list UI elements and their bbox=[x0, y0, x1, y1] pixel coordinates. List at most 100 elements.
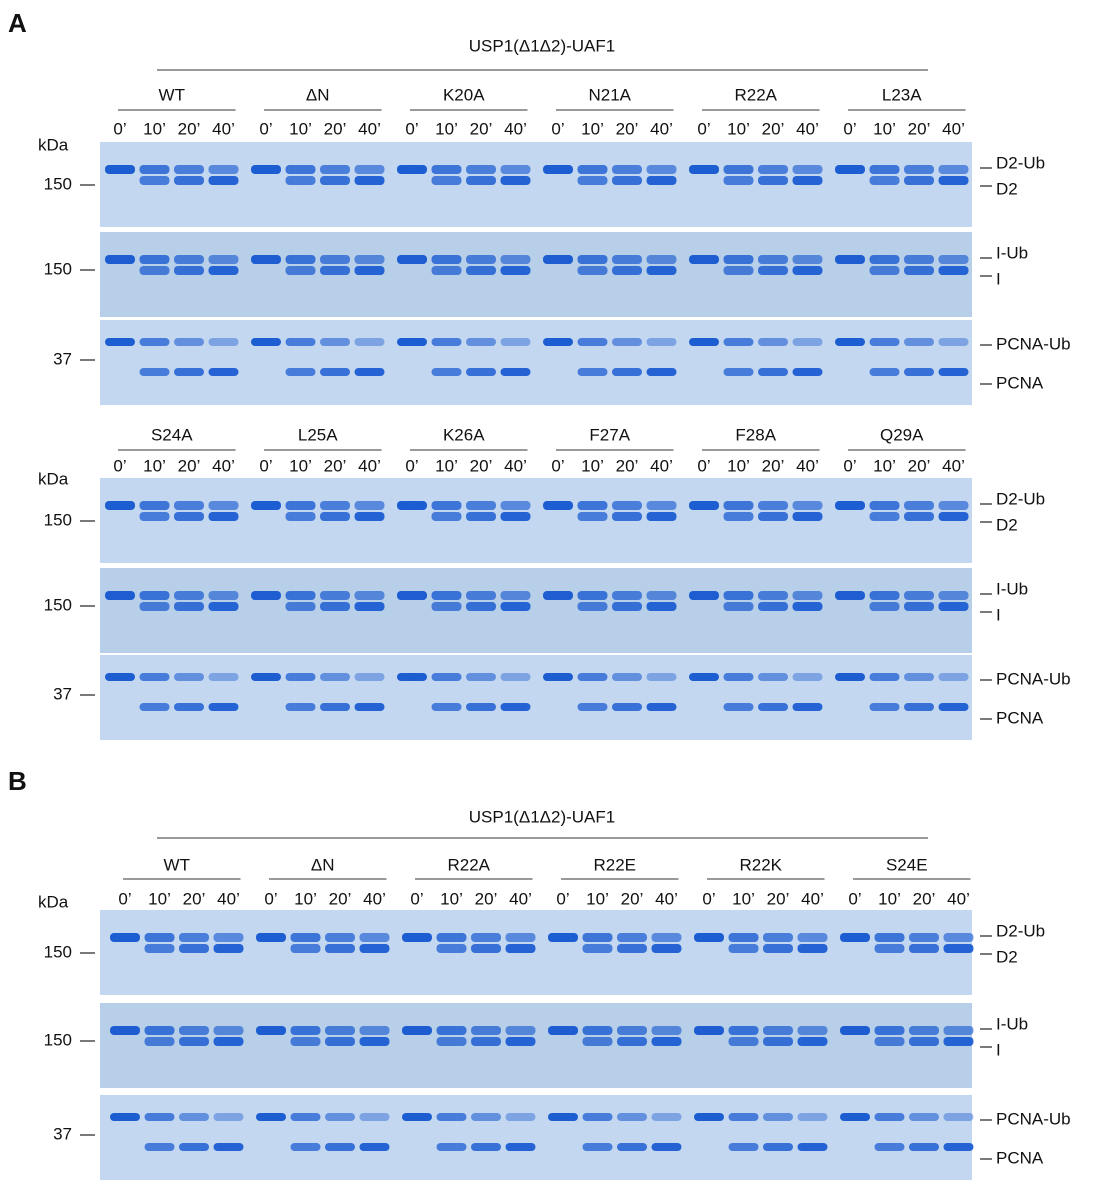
band bbox=[944, 944, 974, 953]
timepoint-label: 40’ bbox=[801, 889, 824, 908]
band bbox=[612, 368, 642, 376]
band bbox=[214, 1143, 244, 1151]
band bbox=[209, 512, 239, 521]
band bbox=[110, 1113, 140, 1121]
band bbox=[578, 673, 608, 681]
band bbox=[501, 338, 531, 346]
band bbox=[583, 933, 613, 942]
band bbox=[724, 338, 754, 346]
band bbox=[471, 1143, 501, 1151]
band bbox=[174, 501, 204, 510]
band bbox=[870, 591, 900, 600]
band bbox=[256, 1113, 286, 1121]
band bbox=[402, 933, 432, 942]
band bbox=[724, 512, 754, 521]
band bbox=[578, 501, 608, 510]
group-label: WT bbox=[159, 85, 185, 104]
band bbox=[471, 1037, 501, 1046]
band bbox=[432, 368, 462, 376]
band bbox=[543, 338, 573, 346]
band bbox=[432, 512, 462, 521]
band bbox=[140, 501, 170, 510]
band bbox=[758, 266, 788, 275]
timepoint-label: 0’ bbox=[259, 456, 272, 475]
band bbox=[835, 501, 865, 510]
band bbox=[835, 165, 865, 174]
band bbox=[209, 266, 239, 275]
band bbox=[105, 165, 135, 174]
band bbox=[397, 165, 427, 174]
band bbox=[612, 266, 642, 275]
timepoint-label: 20’ bbox=[470, 456, 493, 475]
band bbox=[105, 501, 135, 510]
band bbox=[360, 1113, 390, 1121]
band bbox=[402, 1026, 432, 1035]
band bbox=[179, 1113, 209, 1121]
band bbox=[437, 933, 467, 942]
band bbox=[397, 255, 427, 264]
band bbox=[466, 703, 496, 711]
band bbox=[578, 602, 608, 611]
band bbox=[909, 933, 939, 942]
band bbox=[763, 1037, 793, 1046]
band bbox=[214, 1026, 244, 1035]
panel-label: B bbox=[8, 766, 27, 796]
band bbox=[793, 165, 823, 174]
band bbox=[174, 176, 204, 185]
band bbox=[251, 255, 281, 264]
timepoint-label: 40’ bbox=[796, 456, 819, 475]
band bbox=[360, 944, 390, 953]
band bbox=[652, 1113, 682, 1121]
band bbox=[355, 591, 385, 600]
band bbox=[501, 368, 531, 376]
band bbox=[793, 673, 823, 681]
band bbox=[793, 266, 823, 275]
band bbox=[689, 673, 719, 681]
band bbox=[724, 165, 754, 174]
band bbox=[870, 512, 900, 521]
timepoint-label: 0’ bbox=[848, 889, 861, 908]
band-label: I-Ub bbox=[996, 243, 1028, 262]
timepoint-label: 40’ bbox=[942, 456, 965, 475]
band bbox=[612, 703, 642, 711]
band bbox=[209, 602, 239, 611]
band bbox=[174, 703, 204, 711]
band bbox=[325, 933, 355, 942]
band bbox=[543, 673, 573, 681]
band bbox=[729, 1143, 759, 1151]
band bbox=[286, 368, 316, 376]
band bbox=[939, 266, 969, 275]
band bbox=[758, 255, 788, 264]
timepoint-label: 20’ bbox=[621, 889, 644, 908]
mw-marker: 37 bbox=[53, 1124, 72, 1143]
band bbox=[694, 1026, 724, 1035]
band bbox=[355, 501, 385, 510]
band bbox=[793, 703, 823, 711]
band bbox=[397, 338, 427, 346]
band bbox=[875, 933, 905, 942]
band bbox=[763, 1113, 793, 1121]
band bbox=[793, 512, 823, 521]
band bbox=[870, 266, 900, 275]
band bbox=[471, 944, 501, 953]
band bbox=[355, 176, 385, 185]
band bbox=[904, 673, 934, 681]
band bbox=[944, 1143, 974, 1151]
band bbox=[689, 165, 719, 174]
band bbox=[578, 266, 608, 275]
band-label: D2-Ub bbox=[996, 153, 1045, 172]
band bbox=[506, 944, 536, 953]
band bbox=[724, 673, 754, 681]
band bbox=[840, 1113, 870, 1121]
band bbox=[320, 368, 350, 376]
band bbox=[835, 338, 865, 346]
band bbox=[291, 1037, 321, 1046]
band bbox=[548, 933, 578, 942]
band bbox=[105, 673, 135, 681]
band bbox=[758, 591, 788, 600]
band bbox=[174, 338, 204, 346]
band bbox=[763, 1026, 793, 1035]
band bbox=[612, 165, 642, 174]
timepoint-label: 0’ bbox=[843, 456, 856, 475]
band bbox=[140, 266, 170, 275]
